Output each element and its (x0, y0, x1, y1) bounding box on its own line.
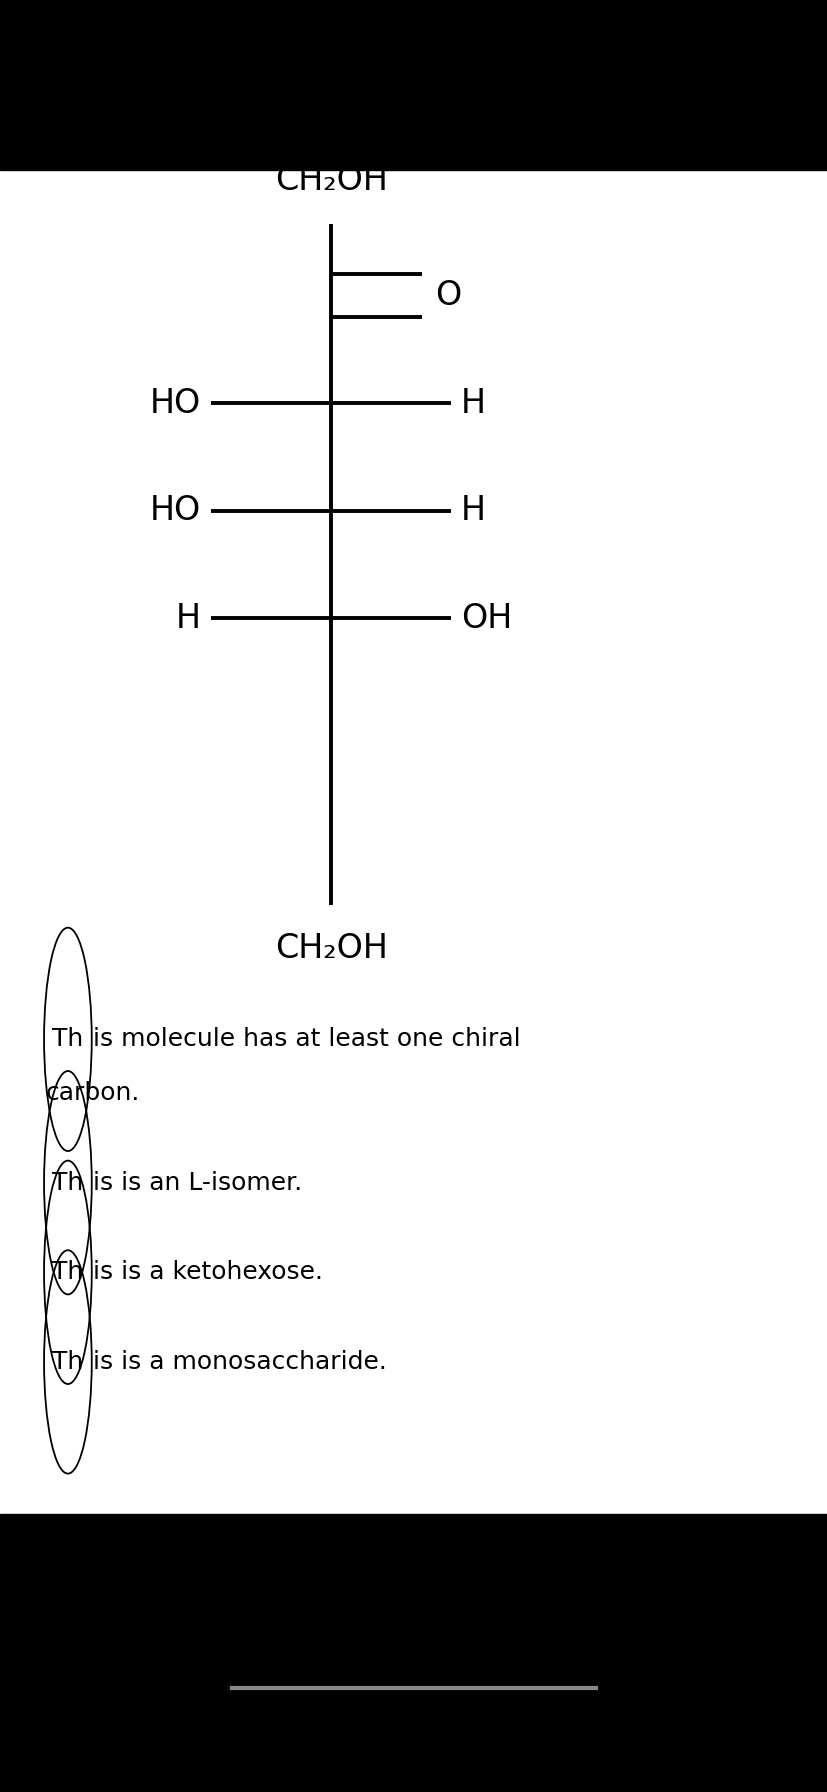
Text: carbon.: carbon. (45, 1081, 140, 1106)
Text: Th: Th (52, 1349, 84, 1374)
Text: O: O (434, 280, 461, 312)
Text: CH₂OH: CH₂OH (275, 165, 387, 197)
Text: HO: HO (150, 387, 201, 419)
Text: is is a ketohexose.: is is a ketohexose. (93, 1260, 323, 1285)
Text: is is a monosaccharide.: is is a monosaccharide. (93, 1349, 387, 1374)
Text: H: H (461, 387, 485, 419)
Text: CH₂OH: CH₂OH (275, 932, 387, 964)
Text: H: H (176, 602, 201, 634)
Text: OH: OH (461, 602, 512, 634)
Text: Th: Th (52, 1260, 84, 1285)
Text: is molecule has at least one chiral: is molecule has at least one chiral (93, 1027, 520, 1052)
Bar (0, 0, 827, 170)
Bar (0, 1514, 827, 1792)
Text: HO: HO (150, 495, 201, 527)
Text: Th: Th (52, 1170, 84, 1195)
Text: H: H (461, 495, 485, 527)
Text: Th: Th (52, 1027, 84, 1052)
Text: is is an L-isomer.: is is an L-isomer. (93, 1170, 302, 1195)
